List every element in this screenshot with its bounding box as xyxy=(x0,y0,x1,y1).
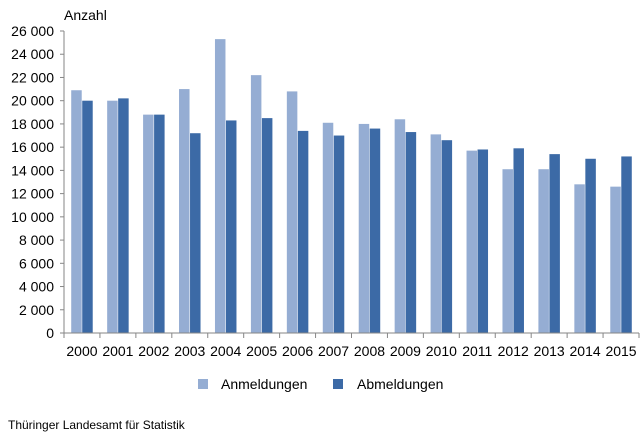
x-tick-label: 2010 xyxy=(426,343,457,359)
bar-abmeldungen-2010 xyxy=(441,140,453,333)
bar-abmeldungen-2007 xyxy=(333,135,345,333)
x-tick-label: 2011 xyxy=(462,343,492,359)
x-tick-label: 2012 xyxy=(498,343,529,359)
y-axis-unit-label: Anzahl xyxy=(64,7,107,23)
y-tick-label: 8 000 xyxy=(19,232,54,248)
bar-abmeldungen-2002 xyxy=(154,114,165,333)
y-tick-label: 2 000 xyxy=(19,302,54,318)
bar-anmeldungen-2009 xyxy=(394,119,406,334)
x-tick-label: 2009 xyxy=(390,343,421,359)
bar-abmeldungen-2004 xyxy=(225,120,237,333)
bar-anmeldungen-2005 xyxy=(250,75,262,333)
bar-anmeldungen-2007 xyxy=(322,122,334,333)
x-tick-label: 2015 xyxy=(605,343,636,359)
y-tick-label: 20 000 xyxy=(11,93,54,109)
bar-anmeldungen-2002 xyxy=(143,114,154,333)
bar-abmeldungen-2012 xyxy=(513,148,524,333)
x-tick-label: 2014 xyxy=(570,343,601,359)
bar-anmeldungen-2003 xyxy=(179,89,190,333)
bar-anmeldungen-2013 xyxy=(538,169,549,333)
x-tick-label: 2006 xyxy=(282,343,313,359)
y-axis-ticks: 0 2 000 4 000 6 000 8 000 10 000 12 000 14 000 1… xyxy=(11,23,64,341)
legend-swatch-anmeldungen xyxy=(198,379,208,389)
y-tick-label: 18 000 xyxy=(11,116,54,132)
y-tick-label: 10 000 xyxy=(11,209,54,225)
y-tick-label: 0 xyxy=(46,325,54,341)
x-tick-label: 2000 xyxy=(66,343,97,359)
y-tick-label: 16 000 xyxy=(11,139,54,155)
x-tick-label: 2002 xyxy=(138,343,169,359)
y-tick-label: 4 000 xyxy=(19,279,54,295)
bar-abmeldungen-2008 xyxy=(369,128,381,333)
bar-abmeldungen-2013 xyxy=(549,154,560,333)
x-tick-label: 2008 xyxy=(354,343,385,359)
y-tick-label: 12 000 xyxy=(11,186,54,202)
bar-abmeldungen-2009 xyxy=(405,132,417,333)
x-tick-label: 2007 xyxy=(318,343,349,359)
bar-abmeldungen-2001 xyxy=(118,98,129,333)
bar-anmeldungen-2006 xyxy=(286,91,298,334)
bar-abmeldungen-2006 xyxy=(297,130,309,333)
y-tick-label: 6 000 xyxy=(19,255,54,271)
bar-abmeldungen-2005 xyxy=(261,118,273,333)
bar-anmeldungen-2004 xyxy=(214,39,226,333)
bar-abmeldungen-2011 xyxy=(477,149,489,333)
x-tick-label: 2004 xyxy=(210,343,241,359)
bar-abmeldungen-2000 xyxy=(82,100,93,333)
x-tick-label: 2005 xyxy=(246,343,277,359)
y-tick-label: 26 000 xyxy=(11,23,54,39)
bar-anmeldungen-2015 xyxy=(610,186,621,333)
bar-anmeldungen-2008 xyxy=(358,123,370,333)
legend-swatch-abmeldungen xyxy=(333,379,343,389)
bar-anmeldungen-2011 xyxy=(466,150,478,333)
bar-anmeldungen-2012 xyxy=(502,169,513,333)
legend-label-anmeldungen: Anmeldungen xyxy=(221,376,307,392)
x-tick-label: 2003 xyxy=(174,343,205,359)
bar-anmeldungen-2014 xyxy=(574,184,585,333)
bar-abmeldungen-2014 xyxy=(585,158,596,333)
y-tick-label: 22 000 xyxy=(11,69,54,85)
legend: Anmeldungen Abmeldungen xyxy=(198,376,443,392)
bar-abmeldungen-2015 xyxy=(621,156,632,333)
bar-anmeldungen-2010 xyxy=(430,134,442,333)
bar-abmeldungen-2003 xyxy=(190,133,201,333)
legend-label-abmeldungen: Abmeldungen xyxy=(357,376,443,392)
bar-anmeldungen-2000 xyxy=(71,90,82,333)
x-tick-label: 2001 xyxy=(102,343,133,359)
y-tick-label: 24 000 xyxy=(11,46,54,62)
bar-anmeldungen-2001 xyxy=(107,100,118,333)
source-note: Thüringer Landesamt für Statistik xyxy=(8,418,185,432)
bars xyxy=(71,39,632,334)
x-tick-label: 2013 xyxy=(534,343,565,359)
x-axis-ticks: 2000 2001 2002 2003 2004 2005 2006 2007 2008 2009… xyxy=(63,333,640,359)
y-tick-label: 14 000 xyxy=(11,162,54,178)
